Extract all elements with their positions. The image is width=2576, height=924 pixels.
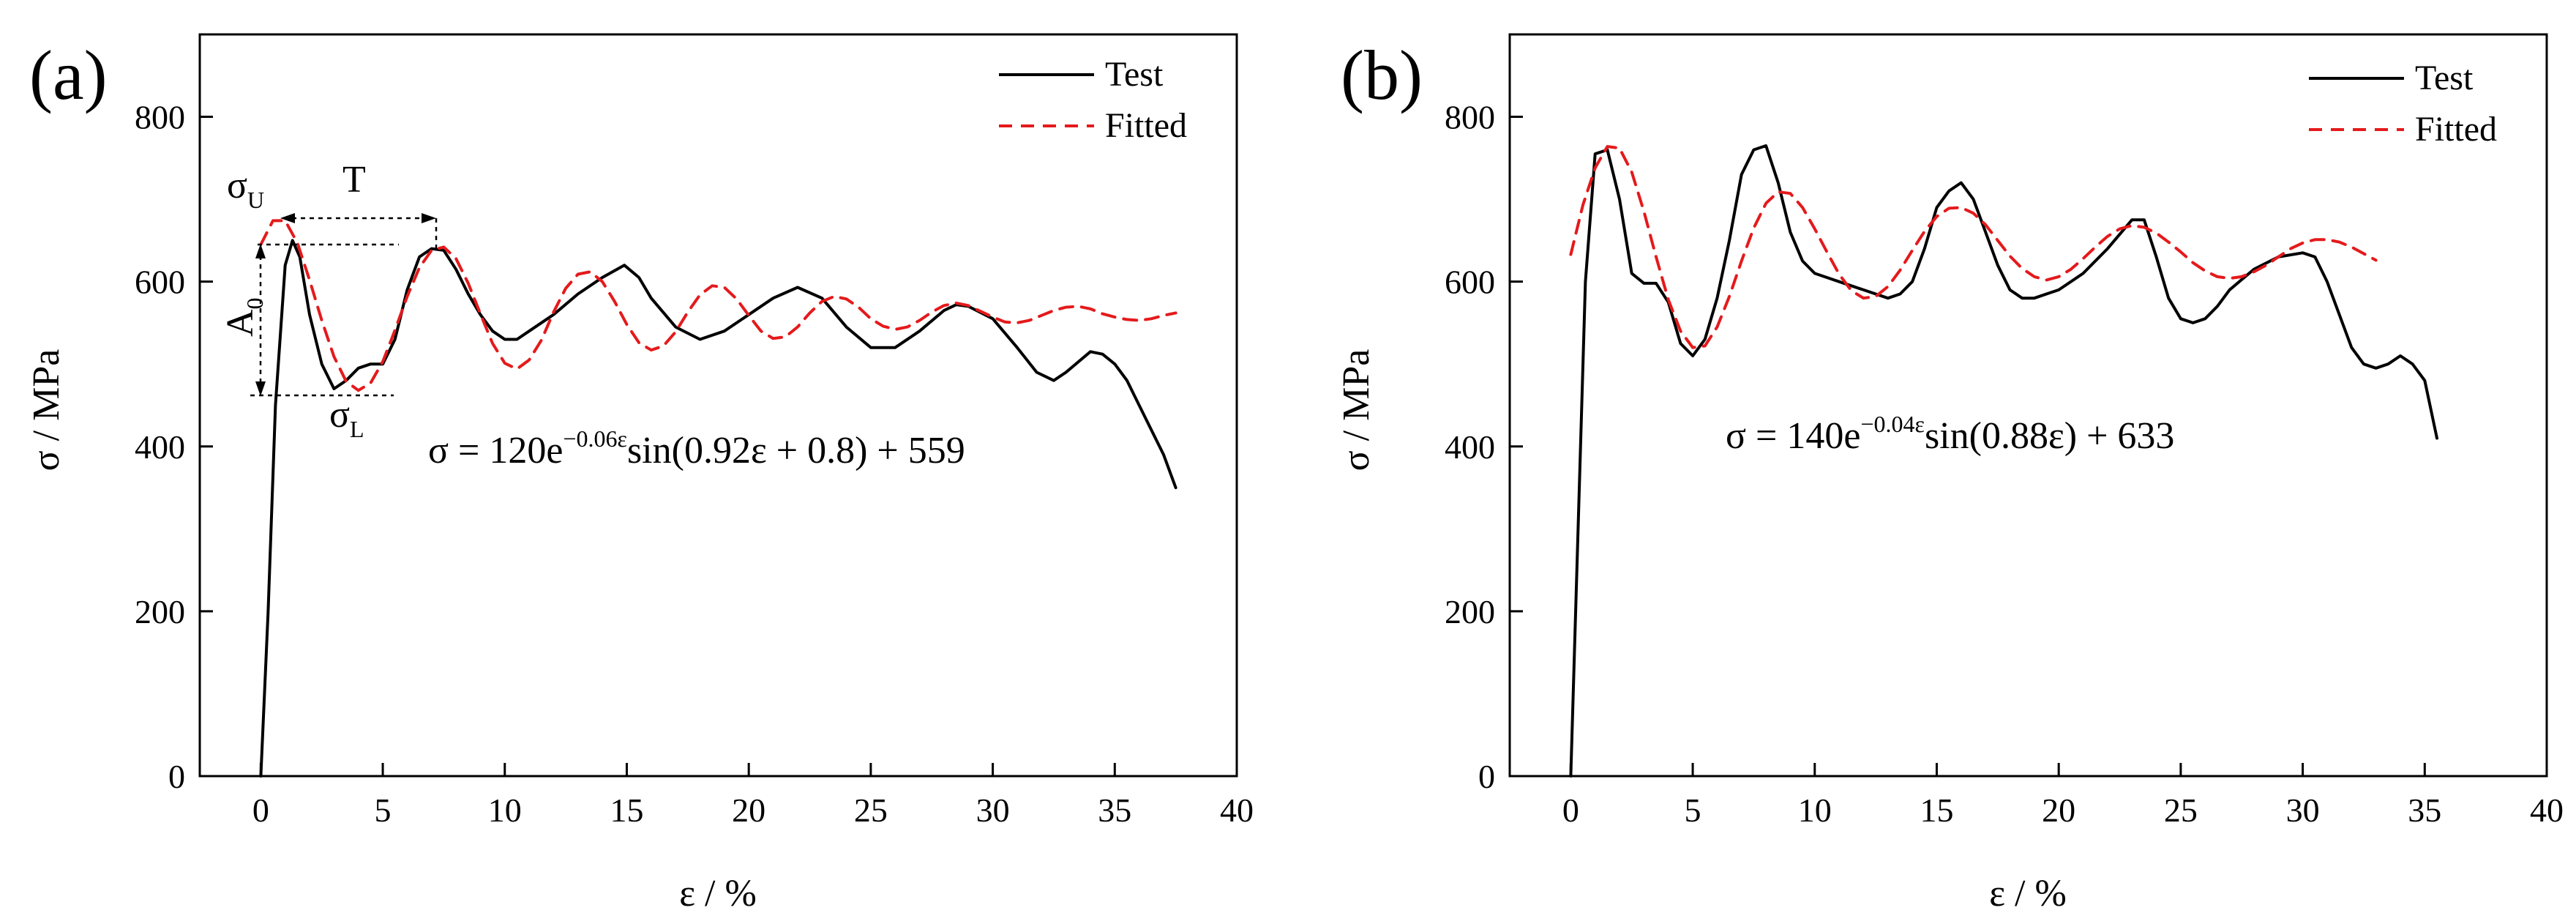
a-amplitude-label: A0 — [220, 297, 268, 337]
panel-a-plot-frame — [198, 33, 1238, 778]
panel-b-legend: Test Fitted — [2309, 59, 2497, 149]
panel-a-label: (a) — [29, 36, 108, 114]
panel-b-y-tick-label: 0 — [1478, 758, 1495, 795]
panel-a-x-tick-label: 30 — [976, 791, 1010, 829]
panel-b-y-tick-label: 200 — [1445, 593, 1495, 630]
panel-a-legend-test-label: Test — [1105, 55, 1164, 94]
panel-b-legend-fitted-label: Fitted — [2415, 110, 2497, 149]
panel-a-x-tick-label: 40 — [1220, 791, 1254, 829]
panel-a-series — [259, 219, 1177, 778]
panel-b-x-tick-label: 30 — [2286, 791, 2320, 829]
panel-b-equation: σ = 140e−0.04εsin(0.88ε) + 633 — [1726, 411, 2174, 457]
panel-b-plot-frame — [1508, 33, 2548, 778]
panel-b-x-tick-label: 35 — [2408, 791, 2441, 829]
a-period-arrowhead-left — [280, 213, 295, 223]
panel-a-x-tick-label: 20 — [732, 791, 765, 829]
panel-a-x-tick-label: 25 — [854, 791, 888, 829]
panel-a-annotations — [250, 213, 438, 397]
panel-b-x-tick-label: 0 — [1562, 791, 1579, 829]
panel-a-x-axis-label: ε / % — [679, 873, 757, 914]
panel-b-series — [1569, 144, 2438, 778]
panel-a-legend: Test Fitted — [999, 55, 1187, 145]
panel-a-y-axis-label: σ / MPa — [26, 349, 67, 472]
panel-b-y-tick-label: 600 — [1445, 264, 1495, 301]
panel-b-x-tick-label: 5 — [1685, 791, 1701, 829]
a-period-label: T — [342, 159, 366, 201]
panel-a-x-tick-label: 15 — [610, 791, 643, 829]
panel-a-y-tick-label: 0 — [168, 758, 185, 795]
panel-a-x-tick-label: 0 — [252, 791, 269, 829]
panel-b-series-test-line — [1569, 144, 2438, 778]
panel-a-legend-fitted-label: Fitted — [1105, 106, 1187, 145]
panel-b-y-axis-label: σ / MPa — [1336, 349, 1377, 472]
panel-a-x-tick-label: 5 — [375, 791, 392, 829]
a-period-arrowhead-right — [422, 213, 436, 223]
a-amplitude-arrowhead-bottom — [255, 381, 266, 396]
a-amplitude-arrowhead-top — [255, 244, 266, 258]
a-sigma-u-label: σU — [227, 165, 264, 213]
panel-b-x-tick-label: 40 — [2530, 791, 2564, 829]
panel-a-y-tick-label: 800 — [135, 99, 185, 136]
panel-b-y-tick-label: 400 — [1445, 428, 1495, 466]
panel-a-y-tick-label: 200 — [135, 593, 185, 630]
panel-b-x-tick-label: 25 — [2164, 791, 2198, 829]
panel-a-series-test-line — [259, 239, 1177, 778]
panel-b-x-axis-label: ε / % — [1989, 873, 2067, 914]
panel-a-equation: σ = 120e−0.06εsin(0.92ε + 0.8) + 559 — [428, 425, 965, 472]
panel-b-legend-test-label: Test — [2415, 59, 2474, 97]
panel-a-y-tick-label: 600 — [135, 264, 185, 301]
a-sigma-l-label: σL — [329, 394, 364, 442]
panel-a-x-tick-label: 10 — [488, 791, 522, 829]
panel-b-series-fitted-line — [1569, 145, 2378, 349]
panel-a-series-fitted-line — [259, 219, 1177, 392]
panel-a-x-tick-label: 35 — [1098, 791, 1131, 829]
panel-b-label: (b) — [1341, 36, 1423, 114]
panel-b-x-tick-label: 15 — [1920, 791, 1953, 829]
panel-b-y-tick-label: 800 — [1445, 99, 1495, 136]
panel-b-x-tick-label: 20 — [2042, 791, 2075, 829]
panel-b-x-tick-label: 10 — [1798, 791, 1832, 829]
panel-a-y-tick-label: 400 — [135, 428, 185, 466]
